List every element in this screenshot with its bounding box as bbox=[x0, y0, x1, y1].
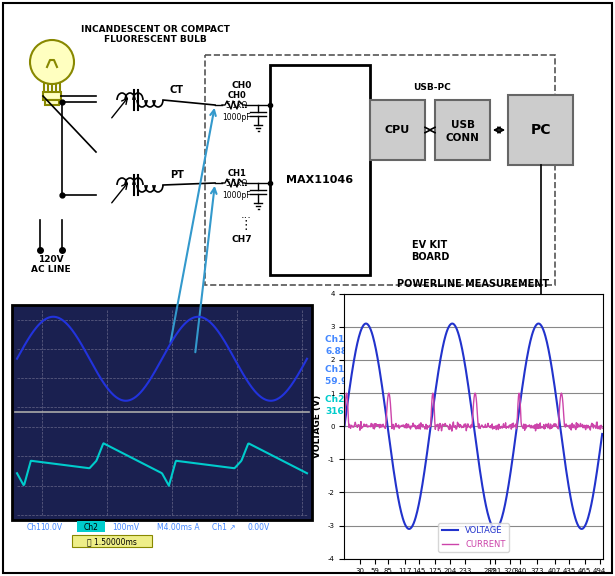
Bar bbox=[12, 305, 312, 520]
Text: 316mV: 316mV bbox=[325, 407, 360, 416]
CURRENT bbox=[553, 424, 560, 431]
VOLTAGE bbox=[598, 430, 606, 437]
VOLTAGE bbox=[481, 497, 488, 504]
CURRENT bbox=[481, 423, 488, 430]
Bar bbox=[435, 100, 490, 160]
Bar bbox=[72, 535, 152, 547]
Text: CONN: CONN bbox=[445, 133, 480, 143]
Line: CURRENT: CURRENT bbox=[344, 393, 602, 432]
Text: 5.1kΩ: 5.1kΩ bbox=[226, 100, 248, 109]
Bar bbox=[370, 100, 425, 160]
VOLTAGE bbox=[466, 391, 473, 397]
CURRENT bbox=[466, 423, 473, 430]
Text: 59.92 Hz: 59.92 Hz bbox=[325, 377, 370, 386]
Text: MAX11046: MAX11046 bbox=[287, 175, 354, 185]
Text: AC LINE: AC LINE bbox=[31, 266, 71, 275]
Text: 10.0V: 10.0V bbox=[40, 524, 62, 532]
Text: CH0: CH0 bbox=[232, 81, 252, 89]
Y-axis label: VOLTAGE (V): VOLTAGE (V) bbox=[313, 395, 322, 458]
Text: CH7: CH7 bbox=[231, 236, 252, 244]
Text: EV KIT: EV KIT bbox=[413, 240, 448, 250]
Text: FLUORESCENT BULB: FLUORESCENT BULB bbox=[103, 36, 207, 44]
VOLTAGE bbox=[495, 522, 502, 529]
Text: CH0: CH0 bbox=[228, 90, 247, 100]
Bar bbox=[270, 65, 370, 275]
Text: 1000pF: 1000pF bbox=[223, 113, 252, 123]
Text: USB-PC: USB-PC bbox=[414, 84, 451, 93]
Text: ⏱ 1.50000ms: ⏱ 1.50000ms bbox=[87, 537, 137, 547]
Text: 6.88V: 6.88V bbox=[325, 347, 354, 357]
Text: 1000pF: 1000pF bbox=[223, 191, 252, 200]
VOLTAGE bbox=[362, 320, 370, 327]
CURRENT bbox=[593, 426, 601, 433]
Text: ...: ... bbox=[241, 210, 252, 220]
Text: 100mV: 100mV bbox=[112, 524, 139, 532]
CURRENT bbox=[341, 423, 348, 430]
Title: POWERLINE MEASUREMENT: POWERLINE MEASUREMENT bbox=[397, 279, 550, 289]
VOLTAGE bbox=[405, 525, 413, 532]
CURRENT bbox=[368, 429, 375, 435]
Text: M4.00ms A: M4.00ms A bbox=[157, 524, 200, 532]
Bar bbox=[77, 521, 105, 532]
Text: ⋮: ⋮ bbox=[239, 218, 252, 232]
Text: CH1: CH1 bbox=[228, 169, 247, 177]
Text: 0.00V: 0.00V bbox=[247, 524, 269, 532]
Line: VOLTAGE: VOLTAGE bbox=[344, 324, 602, 529]
Text: Ch1 ↗: Ch1 ↗ bbox=[212, 524, 236, 532]
Text: BOARD: BOARD bbox=[411, 252, 449, 262]
Text: PC: PC bbox=[530, 123, 551, 137]
Text: USB: USB bbox=[451, 120, 475, 130]
Text: CPU: CPU bbox=[385, 125, 410, 135]
VOLTAGE bbox=[341, 423, 348, 430]
Bar bbox=[43, 92, 61, 100]
Text: Ch2 Pk-Pk: Ch2 Pk-Pk bbox=[325, 396, 376, 404]
Text: Ch2: Ch2 bbox=[84, 524, 98, 532]
Text: Ch1 freq: Ch1 freq bbox=[325, 366, 368, 374]
Bar bbox=[45, 100, 59, 105]
CURRENT bbox=[385, 390, 392, 397]
Text: 120V: 120V bbox=[38, 256, 64, 264]
CURRENT bbox=[598, 423, 606, 430]
VOLTAGE bbox=[593, 468, 601, 475]
Text: Ch1 RMS: Ch1 RMS bbox=[325, 335, 370, 344]
CURRENT bbox=[464, 426, 472, 433]
VOLTAGE bbox=[464, 380, 472, 386]
VOLTAGE bbox=[553, 398, 560, 405]
Bar bbox=[205, 55, 555, 285]
Text: 5.1kΩ: 5.1kΩ bbox=[226, 179, 248, 188]
CURRENT bbox=[495, 424, 502, 431]
Legend: VOLTAGE, CURRENT: VOLTAGE, CURRENT bbox=[438, 523, 509, 552]
Circle shape bbox=[30, 40, 74, 84]
Text: PT: PT bbox=[170, 170, 184, 180]
Text: Ch1: Ch1 bbox=[27, 524, 42, 532]
Text: INCANDESCENT OR COMPACT: INCANDESCENT OR COMPACT bbox=[81, 25, 229, 35]
Bar bbox=[508, 95, 573, 165]
Text: CT: CT bbox=[170, 85, 184, 95]
